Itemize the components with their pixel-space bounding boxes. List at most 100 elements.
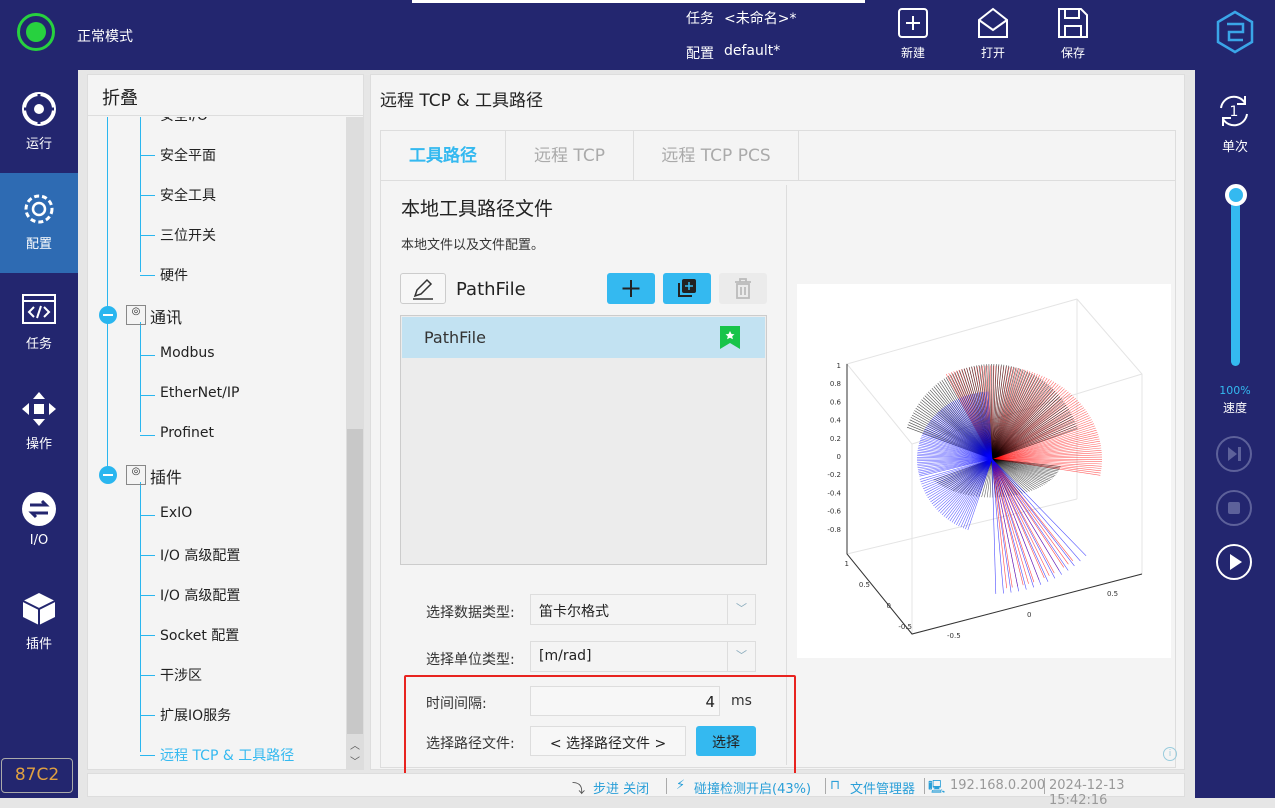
tree-connector <box>140 675 155 676</box>
tree-item[interactable]: 三位开关 <box>160 225 216 245</box>
scrollbar-thumb[interactable] <box>347 429 363 734</box>
data-type-select[interactable]: 笛卡尔格式 ﹀ <box>530 594 756 625</box>
file-item-name: PathFile <box>424 328 486 347</box>
tree-item[interactable]: Modbus <box>160 345 215 361</box>
path-file-field[interactable]: < 选择路径文件 > <box>530 726 686 756</box>
add-file-button[interactable] <box>607 273 655 304</box>
open-button[interactable]: 打开 <box>968 6 1018 61</box>
nav-operate-label: 操作 <box>26 437 52 452</box>
choose-file-button[interactable]: 选择 <box>696 726 756 756</box>
new-button[interactable]: 新建 <box>888 6 938 61</box>
nav-task[interactable]: 任务 <box>0 273 78 373</box>
tree-item[interactable]: I/O 高级配置 <box>160 545 240 565</box>
tree-line <box>140 322 141 432</box>
z-tick-label: -0.4 <box>827 489 841 497</box>
collision-status[interactable]: 碰撞检测开启(43%) <box>694 778 811 797</box>
step-button[interactable] <box>1216 436 1252 472</box>
y-tick-label: 0 <box>887 602 891 610</box>
divider <box>666 778 667 794</box>
tree-item[interactable]: 安全工具 <box>160 185 216 205</box>
svg-text:1: 1 <box>1230 104 1239 120</box>
tree-item-active[interactable]: 远程 TCP & 工具路径 <box>160 745 294 765</box>
stop-button[interactable] <box>1216 490 1252 526</box>
delete-file-button[interactable] <box>719 273 767 304</box>
file-list-item[interactable]: PathFile <box>402 317 765 358</box>
ip-address: 192.168.0.200 <box>950 778 1045 793</box>
trash-icon <box>719 273 767 304</box>
tree-item[interactable]: ExIO <box>160 505 192 521</box>
section-desc: 本地文件以及文件配置。 <box>401 234 544 253</box>
speed-slider-track[interactable] <box>1231 190 1240 366</box>
tab-remote-tcp[interactable]: 远程 TCP <box>506 131 634 181</box>
config-value: default* <box>724 43 780 59</box>
run-mode-label: 单次 <box>1195 136 1275 155</box>
open-envelope-icon <box>976 6 1010 40</box>
save-button[interactable]: 保存 <box>1048 6 1098 61</box>
z-tick-label: 0.6 <box>830 398 842 406</box>
tab-remote-tcp-pcs[interactable]: 远程 TCP PCS <box>634 131 799 181</box>
run-mode-button[interactable]: 1 <box>1215 92 1253 134</box>
y-tick-label: -0.5 <box>898 623 912 631</box>
tree-connector <box>140 275 155 276</box>
tree-scrollbar[interactable]: ︿ ﹀ <box>346 117 364 769</box>
scroll-down-icon[interactable]: ﹀ <box>346 753 364 769</box>
file-manager-icon: ⊓ <box>830 778 840 793</box>
z-tick-label: 0.4 <box>830 417 842 425</box>
tree-item[interactable]: 干涉区 <box>160 665 202 685</box>
chevron-down-icon: ﹀ <box>727 595 755 624</box>
play-button[interactable] <box>1216 544 1252 580</box>
nav-task-label: 任务 <box>26 337 52 352</box>
unit-type-select[interactable]: [m/rad]﹀ <box>530 641 756 672</box>
current-file-name: PathFile <box>456 279 526 300</box>
speed-percent: 100% <box>1195 384 1275 397</box>
tree-group-plugin[interactable]: 插件 <box>150 464 182 488</box>
collapse-comm-icon[interactable] <box>99 306 117 324</box>
top-bar: 正常模式 任务 <未命名>* 配置 default* 新建 打开 保存 <box>0 0 1275 70</box>
nav-run[interactable]: 运行 <box>0 73 78 173</box>
collapse-header[interactable]: 折叠 <box>88 75 363 116</box>
stop-icon <box>1218 492 1250 524</box>
tree-item[interactable]: EtherNet/IP <box>160 385 239 401</box>
divider <box>1044 778 1045 794</box>
tree-item[interactable]: Profinet <box>160 425 214 441</box>
tab-tool-path[interactable]: 工具路径 <box>381 131 506 181</box>
scroll-up-icon[interactable]: ︿ <box>346 737 364 753</box>
nav-io-label: I/O <box>30 533 48 548</box>
data-type-value: 笛卡尔格式 <box>539 604 609 620</box>
step-icon: ⤵ <box>572 778 585 797</box>
plot-canvas: 10.80.60.40.20-0.2-0.4-0.6-0.810.50-0.50… <box>797 284 1171 658</box>
top-indicator <box>412 0 865 3</box>
copy-file-button[interactable] <box>663 273 711 304</box>
rename-button[interactable] <box>400 273 446 304</box>
tree-group-comm[interactable]: 通讯 <box>150 304 182 328</box>
step-status[interactable]: 步进 关闭 <box>593 778 649 797</box>
nav-io[interactable]: I/O <box>0 473 78 573</box>
y-tick-label: 0.5 <box>859 581 870 589</box>
speed-label: 速度 <box>1195 399 1275 416</box>
info-icon[interactable]: i <box>1163 747 1177 761</box>
tool-path-card: 工具路径 远程 TCP 远程 TCP PCS 本地工具路径文件 本地文件以及文件… <box>380 130 1176 768</box>
tree-line <box>107 117 108 472</box>
nav-plugin[interactable]: 插件 <box>0 573 78 673</box>
z-tick-label: -0.2 <box>827 471 841 479</box>
tree-connector <box>140 155 155 156</box>
tree-item[interactable]: 扩展IO服务 <box>160 705 231 725</box>
tree-item[interactable]: I/O 高级配置 <box>160 585 240 605</box>
x-tick-label: 0 <box>1027 611 1031 619</box>
interval-input[interactable]: 4 <box>530 686 720 716</box>
collapse-plugin-icon[interactable] <box>99 466 117 484</box>
nav-config[interactable]: 配置 <box>0 173 78 273</box>
nav-operate[interactable]: 操作 <box>0 373 78 473</box>
open-label: 打开 <box>981 46 1005 60</box>
tree-item[interactable]: 安全I/O <box>160 117 208 125</box>
file-manager-link[interactable]: 文件管理器 <box>850 778 915 797</box>
unit-type-label: 选择单位类型: <box>426 649 515 669</box>
save-label: 保存 <box>1061 46 1085 60</box>
tree-item[interactable]: Socket 配置 <box>160 625 239 645</box>
z-tick-label: 1 <box>837 362 841 370</box>
speed-slider-handle[interactable] <box>1225 184 1247 206</box>
tree-item[interactable]: 安全平面 <box>160 145 216 165</box>
tree-item[interactable]: 硬件 <box>160 265 188 285</box>
tree-line <box>140 482 141 752</box>
